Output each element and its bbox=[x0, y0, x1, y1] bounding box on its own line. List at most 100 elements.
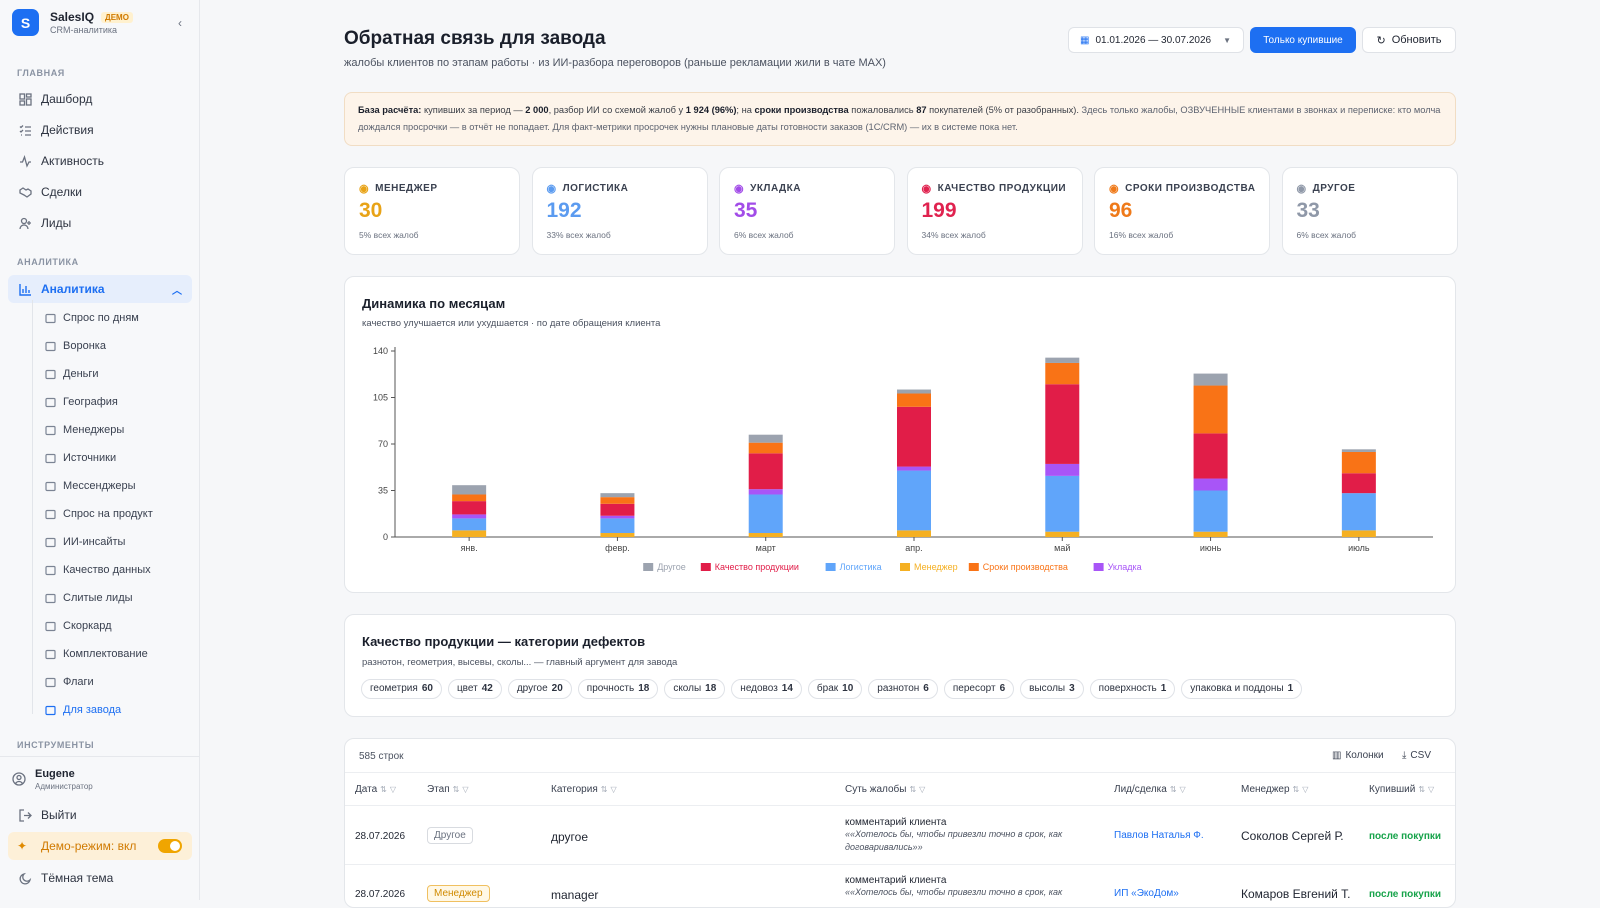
bar-segment bbox=[1045, 475, 1080, 532]
sidebar-subitem[interactable]: Источники bbox=[44, 448, 116, 468]
table-row[interactable]: 28.07.2026 Другое другое комментарий клиент… bbox=[345, 807, 1455, 865]
sort-icon[interactable]: ⇅ bbox=[452, 785, 460, 794]
chip-count: 14 bbox=[781, 683, 793, 694]
defect-chip[interactable]: поверхность 1 bbox=[1089, 678, 1176, 699]
sidebar-item-analytics[interactable]: Аналитика ︿ bbox=[8, 275, 192, 303]
info-rest: Здесь только жалобы, ОЗВУЧЕННЫЕ клиентам… bbox=[358, 105, 1441, 132]
moon-icon bbox=[17, 870, 33, 886]
filter-icon[interactable]: ▽ bbox=[1179, 785, 1186, 794]
kpi-card[interactable]: ◉ МЕНЕДЖЕР 30 5% всех жалоб bbox=[344, 167, 520, 255]
demo-mode-toggle[interactable]: ✦ Демо-режим: вкл bbox=[8, 832, 192, 860]
defect-chip[interactable]: недовоз 14 bbox=[731, 678, 802, 699]
date-range-picker[interactable]: ▦ 01.01.2026 — 30.07.2026 ▼ bbox=[1068, 27, 1244, 53]
gist-title: комментарий клиента bbox=[845, 875, 947, 886]
sidebar-subitem[interactable]: География bbox=[44, 392, 118, 412]
column-header[interactable]: Этап ⇅ ▽ bbox=[427, 784, 469, 795]
sparkle-icon: ✦ bbox=[17, 839, 28, 853]
defect-chip[interactable]: прочность 18 bbox=[577, 678, 659, 699]
sidebar-subitem[interactable]: Мессенджеры bbox=[44, 476, 136, 496]
kpi-value: 96 bbox=[1109, 199, 1133, 222]
column-header[interactable]: Категория ⇅ ▽ bbox=[551, 784, 617, 795]
sidebar-subitem[interactable]: Слитые лиды bbox=[44, 588, 133, 608]
refresh-button[interactable]: ↻ Обновить bbox=[1362, 27, 1456, 53]
y-tick-label: 105 bbox=[373, 393, 388, 403]
sidebar-subitem[interactable]: Деньги bbox=[44, 364, 99, 384]
filter-icon[interactable]: ▽ bbox=[1428, 785, 1435, 794]
kpi-percent: 6% всех жалоб bbox=[734, 230, 794, 240]
sidebar-item-actions[interactable]: Действия bbox=[8, 116, 192, 144]
dark-theme-button[interactable]: Тёмная тема bbox=[8, 864, 192, 892]
logout-button[interactable]: Выйти bbox=[8, 801, 192, 829]
filter-icon[interactable]: ▽ bbox=[610, 785, 617, 794]
sidebar-item-leads[interactable]: Лиды bbox=[8, 209, 192, 237]
filter-icon[interactable]: ▽ bbox=[1302, 785, 1309, 794]
sidebar-subitem[interactable]: Комплектование bbox=[44, 644, 148, 664]
defect-chip[interactable]: другое 20 bbox=[507, 678, 572, 699]
defect-chip[interactable]: сколы 18 bbox=[664, 678, 726, 699]
sort-icon[interactable]: ⇅ bbox=[380, 785, 387, 794]
sidebar-item-dashboard[interactable]: Дашборд bbox=[8, 85, 192, 113]
brand[interactable]: S SalesIQ ДЕМО CRM-аналитика ‹ bbox=[12, 9, 188, 37]
sort-icon[interactable]: ⇅ bbox=[1292, 785, 1300, 794]
kpi-card[interactable]: ◉ ЛОГИСТИКА 192 33% всех жалоб bbox=[531, 167, 708, 255]
defect-chip[interactable]: высолы 3 bbox=[1020, 678, 1084, 699]
column-header[interactable]: Дата ⇅ ▽ bbox=[355, 784, 396, 795]
defect-chip[interactable]: цвет 42 bbox=[447, 678, 502, 699]
demo-mode-switch[interactable] bbox=[158, 839, 182, 853]
kpi-percent: 6% всех жалоб bbox=[1296, 230, 1357, 240]
kpi-percent: 5% всех жалоб bbox=[359, 230, 419, 240]
sort-icon[interactable]: ⇅ bbox=[909, 785, 917, 794]
sidebar-subitem[interactable]: Воронка bbox=[44, 336, 106, 356]
sidebar-subitem[interactable]: Для завода bbox=[44, 700, 121, 720]
chip-name: упаковка и поддоны bbox=[1190, 683, 1284, 694]
sort-icon[interactable]: ⇅ bbox=[600, 785, 608, 794]
sidebar-subitem[interactable]: Спрос на продукт bbox=[44, 504, 153, 524]
sidebar-subitem[interactable]: Флаги bbox=[44, 672, 94, 692]
bar-segment bbox=[1045, 362, 1080, 385]
sort-icon[interactable]: ⇅ bbox=[1169, 785, 1177, 794]
user-icon: ◉ bbox=[359, 183, 370, 195]
filter-icon[interactable]: ▽ bbox=[919, 785, 926, 794]
defect-chip[interactable]: разнотон 6 bbox=[868, 678, 938, 699]
buyers-only-button[interactable]: Только купившие bbox=[1250, 27, 1356, 53]
table-row[interactable]: 28.07.2026 Менеджер manager комментарий кли… bbox=[345, 865, 1455, 907]
defect-chip[interactable]: пересорт 6 bbox=[943, 678, 1015, 699]
sidebar-subitem[interactable]: Менеджеры bbox=[44, 420, 124, 440]
kpi-card[interactable]: ◉ КАЧЕСТВО ПРОДУКЦИИ 199 34% всех жалоб bbox=[906, 167, 1083, 255]
legend-label: Другое bbox=[657, 562, 686, 572]
sidebar-subitem[interactable]: Спрос по дням bbox=[44, 308, 139, 328]
sidebar-item-activity[interactable]: Активность bbox=[8, 147, 192, 175]
column-header[interactable]: Лид/сделка ⇅ ▽ bbox=[1114, 784, 1186, 795]
sidebar-item-label: Аналитика bbox=[41, 282, 105, 296]
sort-icon[interactable]: ⇅ bbox=[1418, 785, 1426, 794]
handshake-icon bbox=[17, 184, 33, 200]
sidebar-item-deals[interactable]: Сделки bbox=[8, 178, 192, 206]
sidebar-subitem[interactable]: Скоркард bbox=[44, 616, 112, 636]
defect-chip[interactable]: упаковка и поддоны 1 bbox=[1181, 678, 1303, 699]
defect-chip[interactable]: геометрия 60 bbox=[361, 678, 442, 699]
legend-swatch bbox=[1093, 563, 1104, 571]
csv-button[interactable]: ⤓ CSV bbox=[1402, 750, 1431, 761]
kpi-card[interactable]: ◉ СРОКИ ПРОИЗВОДСТВА 96 16% всех жалоб bbox=[1094, 167, 1270, 255]
divider bbox=[0, 756, 200, 757]
sidebar-subitem[interactable]: Качество данных bbox=[44, 560, 151, 580]
chip-name: брак bbox=[816, 683, 839, 694]
column-header[interactable]: Менеджер ⇅ ▽ bbox=[1241, 784, 1308, 795]
column-header[interactable]: Суть жалобы ⇅ ▽ bbox=[845, 784, 925, 795]
columns-button[interactable]: ▥ Колонки bbox=[1332, 750, 1384, 761]
cell-lead-link[interactable]: Павлов Наталья Ф. bbox=[1114, 830, 1204, 841]
refresh-label: Обновить bbox=[1391, 34, 1442, 46]
y-tick-label: 70 bbox=[378, 439, 388, 449]
bar-segment bbox=[748, 533, 783, 537]
filter-icon[interactable]: ▽ bbox=[389, 785, 397, 794]
kpi-card[interactable]: ◉ ДРУГОЕ 33 6% всех жалоб bbox=[1281, 167, 1458, 255]
column-header[interactable]: Купивший ⇅ ▽ bbox=[1369, 784, 1434, 795]
kpi-card[interactable]: ◉ УКЛАДКА 35 6% всех жалоб bbox=[719, 167, 895, 255]
sidebar-subitem-label: Комплектование bbox=[63, 648, 148, 660]
user-role: Администратор bbox=[35, 782, 93, 791]
filter-icon[interactable]: ▽ bbox=[462, 785, 469, 794]
collapse-sidebar-icon[interactable]: ‹ bbox=[178, 16, 182, 30]
defect-chip[interactable]: брак 10 bbox=[807, 678, 863, 699]
cell-lead-link[interactable]: ИП «ЭкоДом» bbox=[1114, 888, 1179, 899]
sidebar-subitem[interactable]: ИИ-инсайты bbox=[44, 532, 125, 552]
